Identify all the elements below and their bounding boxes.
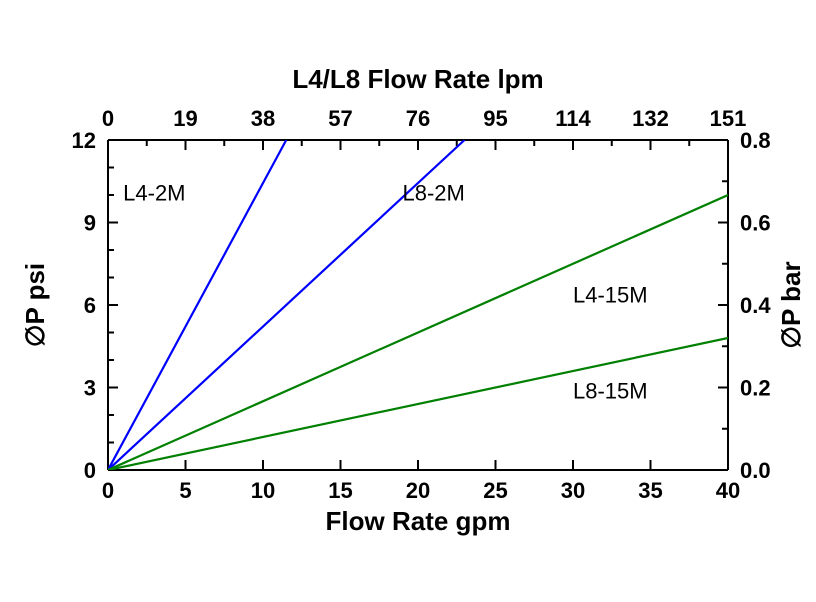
y-right-tick-label: 0.2	[740, 376, 771, 401]
series-label-l8-2m: L8-2M	[403, 181, 465, 206]
x-bottom-tick-label: 0	[102, 478, 114, 503]
x-top-tick-label: 38	[251, 106, 275, 131]
series-label-l4-2m: L4-2M	[123, 181, 185, 206]
axis-title-left: ∅P psi	[20, 263, 50, 347]
pressure-flow-chart: 0510152025303540019385776951141321510369…	[0, 0, 816, 602]
x-top-tick-label: 19	[173, 106, 197, 131]
x-bottom-tick-label: 25	[483, 478, 507, 503]
y-left-tick-label: 3	[84, 376, 96, 401]
series-label-l8-15m: L8-15M	[573, 379, 648, 404]
y-right-tick-label: 0.4	[740, 293, 771, 318]
y-left-tick-label: 12	[72, 128, 96, 153]
series-label-l4-15m: L4-15M	[573, 282, 648, 307]
chart-svg: 0510152025303540019385776951141321510369…	[0, 0, 816, 602]
x-bottom-tick-label: 40	[716, 478, 740, 503]
x-top-tick-label: 114	[555, 106, 591, 131]
y-left-tick-label: 0	[84, 458, 96, 483]
x-bottom-tick-label: 35	[638, 478, 662, 503]
y-left-tick-label: 6	[84, 293, 96, 318]
x-bottom-tick-label: 15	[328, 478, 352, 503]
x-top-tick-label: 132	[632, 106, 669, 131]
x-bottom-tick-label: 20	[406, 478, 430, 503]
y-right-tick-label: 0.0	[740, 458, 771, 483]
x-top-tick-label: 76	[406, 106, 430, 131]
x-bottom-tick-label: 10	[251, 478, 275, 503]
x-bottom-tick-label: 30	[561, 478, 585, 503]
x-top-tick-label: 57	[328, 106, 352, 131]
y-left-tick-label: 9	[84, 211, 96, 236]
axis-title-right: ∅P bar	[776, 261, 806, 348]
axis-title-bottom: Flow Rate gpm	[326, 506, 511, 536]
x-top-tick-label: 95	[483, 106, 507, 131]
y-right-tick-label: 0.8	[740, 128, 771, 153]
x-top-tick-label: 0	[102, 106, 114, 131]
y-right-tick-label: 0.6	[740, 211, 771, 236]
x-bottom-tick-label: 5	[179, 478, 191, 503]
axis-title-top: L4/L8 Flow Rate lpm	[292, 64, 543, 94]
